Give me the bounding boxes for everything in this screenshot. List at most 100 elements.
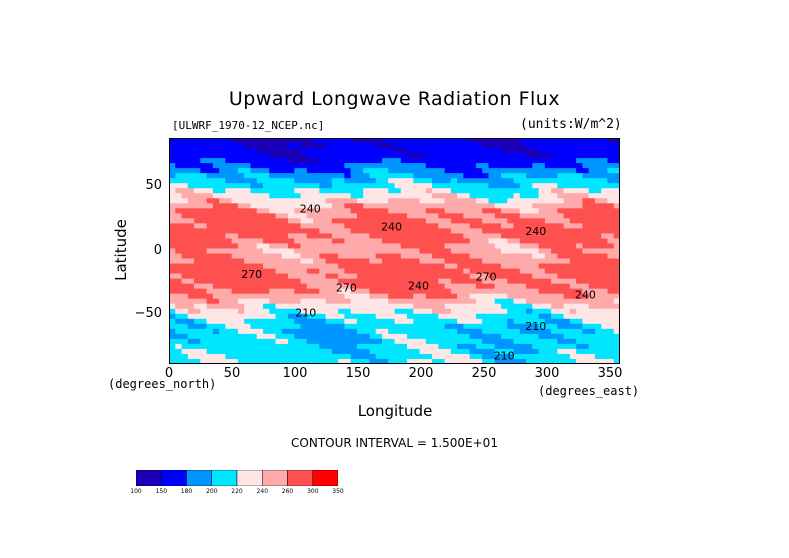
heatmap-cell xyxy=(557,238,565,245)
heatmap-cell xyxy=(613,278,620,285)
heatmap-cell xyxy=(356,178,364,184)
heatmap-cell xyxy=(388,338,396,345)
heatmap-cell xyxy=(582,318,590,325)
heatmap-cell xyxy=(294,208,302,214)
heatmap-cell xyxy=(457,338,464,345)
heatmap-cell xyxy=(551,308,558,315)
heatmap-cell xyxy=(494,138,502,144)
heatmap-cell xyxy=(344,198,352,204)
heatmap-cell xyxy=(344,218,352,224)
heatmap-cell xyxy=(425,188,433,194)
heatmap-cell xyxy=(262,168,270,174)
heatmap-cell xyxy=(594,333,602,340)
heatmap-cell xyxy=(294,228,302,235)
heatmap-cell xyxy=(613,228,620,235)
heatmap-cell xyxy=(175,343,183,350)
heatmap-cell xyxy=(488,188,496,194)
heatmap-cell xyxy=(469,288,477,295)
heatmap-cell xyxy=(607,278,615,285)
heatmap-cell xyxy=(507,188,515,194)
heatmap-cell xyxy=(526,158,533,164)
heatmap-cell xyxy=(526,278,533,285)
heatmap-cell xyxy=(563,253,571,260)
heatmap-cell xyxy=(175,358,183,364)
heatmap-cell xyxy=(331,183,339,189)
heatmap-cell xyxy=(300,218,308,224)
heatmap-cell xyxy=(438,308,446,315)
heatmap-cell xyxy=(494,143,502,149)
heatmap-cell xyxy=(181,353,189,360)
heatmap-cell xyxy=(538,338,546,345)
heatmap-cell xyxy=(488,348,496,355)
heatmap-cell xyxy=(450,353,458,360)
heatmap-cell xyxy=(582,198,590,204)
heatmap-cell xyxy=(325,273,333,280)
heatmap-cell xyxy=(250,188,258,194)
heatmap-cell xyxy=(331,293,339,300)
heatmap-cell xyxy=(407,348,414,355)
heatmap-cell xyxy=(563,283,571,290)
heatmap-cell xyxy=(344,193,352,199)
heatmap-cell xyxy=(381,248,389,255)
heatmap-cell xyxy=(613,168,620,174)
heatmap-cell xyxy=(231,263,239,270)
heatmap-cell xyxy=(369,258,377,265)
heatmap-cell xyxy=(488,238,496,245)
heatmap-cell xyxy=(475,328,483,335)
contour-label: 270 xyxy=(476,270,497,283)
heatmap-cell xyxy=(313,208,320,214)
heatmap-cell xyxy=(500,263,508,270)
heatmap-cell xyxy=(275,213,283,219)
heatmap-cell xyxy=(563,338,571,345)
heatmap-cell xyxy=(569,278,577,285)
heatmap-cell xyxy=(569,323,577,330)
heatmap-cell xyxy=(275,318,283,325)
heatmap-cell xyxy=(576,303,584,310)
heatmap-cell xyxy=(350,333,358,340)
heatmap-cell xyxy=(344,333,352,340)
heatmap-cell xyxy=(469,353,477,360)
heatmap-cell xyxy=(444,308,452,315)
heatmap-cell xyxy=(601,298,609,305)
heatmap-cell xyxy=(588,323,596,330)
heatmap-cell xyxy=(319,173,327,179)
heatmap-cell xyxy=(544,153,552,159)
heatmap-cell xyxy=(407,303,414,310)
heatmap-cell xyxy=(269,263,277,270)
heatmap-cell xyxy=(344,338,352,345)
heatmap-cell xyxy=(407,313,414,320)
heatmap-cell xyxy=(613,273,620,280)
heatmap-cell xyxy=(381,348,389,355)
heatmap-cell xyxy=(488,253,496,260)
heatmap-cell xyxy=(237,168,245,174)
heatmap-cell xyxy=(463,313,471,320)
heatmap-cell xyxy=(444,138,452,144)
heatmap-cell xyxy=(513,208,521,214)
heatmap-cell xyxy=(532,153,540,159)
heatmap-cell xyxy=(444,223,452,229)
heatmap-cell xyxy=(613,203,620,209)
heatmap-cell xyxy=(300,138,308,144)
heatmap-cell xyxy=(294,298,302,305)
heatmap-cell xyxy=(569,163,577,169)
heatmap-cell xyxy=(206,148,214,154)
heatmap-cell xyxy=(526,343,533,350)
heatmap-cell xyxy=(500,233,508,240)
heatmap-cell xyxy=(519,238,527,245)
heatmap-cell xyxy=(169,248,176,255)
heatmap-cell xyxy=(225,198,233,204)
heatmap-cell xyxy=(419,243,427,250)
heatmap-cell xyxy=(294,353,302,360)
heatmap-cell xyxy=(400,278,408,285)
heatmap-cell xyxy=(594,158,602,164)
heatmap-cell xyxy=(325,258,333,265)
x-tick-label: 0 xyxy=(164,366,174,381)
heatmap-cell xyxy=(544,283,552,290)
heatmap-cell xyxy=(212,163,220,169)
heatmap-cell xyxy=(519,298,527,305)
heatmap-cell xyxy=(475,288,483,295)
heatmap-cell xyxy=(281,138,289,144)
heatmap-cell xyxy=(507,298,515,305)
heatmap-cell xyxy=(513,298,521,305)
heatmap-cell xyxy=(344,323,352,330)
